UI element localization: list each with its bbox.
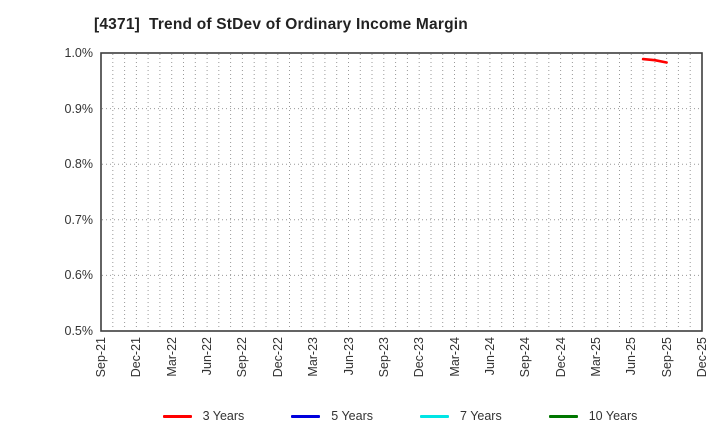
x-tick-label: Dec-23 — [412, 337, 427, 378]
series-line-3-years — [641, 57, 668, 64]
legend-line-swatch — [420, 414, 450, 418]
legend-item-7-years: 7 Years — [420, 409, 502, 423]
plot-border — [100, 52, 703, 332]
grid-horizontal — [102, 108, 701, 276]
y-tick-label: 0.6% — [64, 268, 94, 283]
legend-label: 3 Years — [202, 409, 245, 423]
legend-line-swatch — [162, 414, 192, 418]
x-tick-label: Jun-23 — [341, 337, 356, 376]
legend-item-5-years: 5 Years — [291, 409, 373, 423]
y-tick-label: 0.9% — [64, 101, 94, 116]
legend-line-swatch — [548, 414, 578, 418]
chart-legend: 3 Years 5 Years 7 Years 10 Years — [80, 404, 720, 428]
legend-label: 10 Years — [588, 409, 638, 423]
y-tick-label: 0.5% — [64, 324, 94, 338]
y-tick-label: 0.8% — [64, 157, 94, 172]
x-tick-label: Mar-24 — [447, 337, 462, 377]
x-tick-label: Sep-21 — [94, 337, 108, 378]
x-tick-label: Mar-22 — [164, 337, 179, 377]
grid-vertical — [112, 54, 691, 330]
x-tick-label: Jun-22 — [200, 337, 215, 376]
y-tick-label: 0.7% — [64, 212, 94, 227]
x-tick-label: Dec-25 — [695, 337, 709, 378]
x-tick-label: Dec-24 — [553, 337, 568, 378]
x-tick-label: Sep-22 — [235, 337, 250, 378]
x-tick-label: Jun-25 — [624, 337, 639, 376]
x-tick-label: Sep-23 — [376, 337, 391, 378]
x-tick-label: Sep-24 — [518, 337, 533, 378]
x-tick-label: Dec-22 — [270, 337, 285, 378]
legend-label: 5 Years — [331, 409, 374, 423]
legend-item-3-years: 3 Years — [162, 409, 245, 423]
x-tick-label: Mar-23 — [306, 337, 321, 377]
x-tick-label: Dec-21 — [129, 337, 144, 378]
legend-item-10-years: 10 Years — [548, 409, 638, 423]
x-tick-label: Sep-25 — [659, 337, 674, 378]
x-tick-label: Mar-25 — [588, 337, 603, 377]
chart-title: [4371] Trend of StDev of Ordinary Income… — [94, 16, 468, 33]
legend-line-swatch — [291, 414, 321, 418]
y-tick-label: 1.0% — [64, 46, 94, 60]
legend-label: 7 Years — [460, 409, 502, 423]
x-tick-label: Jun-24 — [482, 337, 497, 376]
